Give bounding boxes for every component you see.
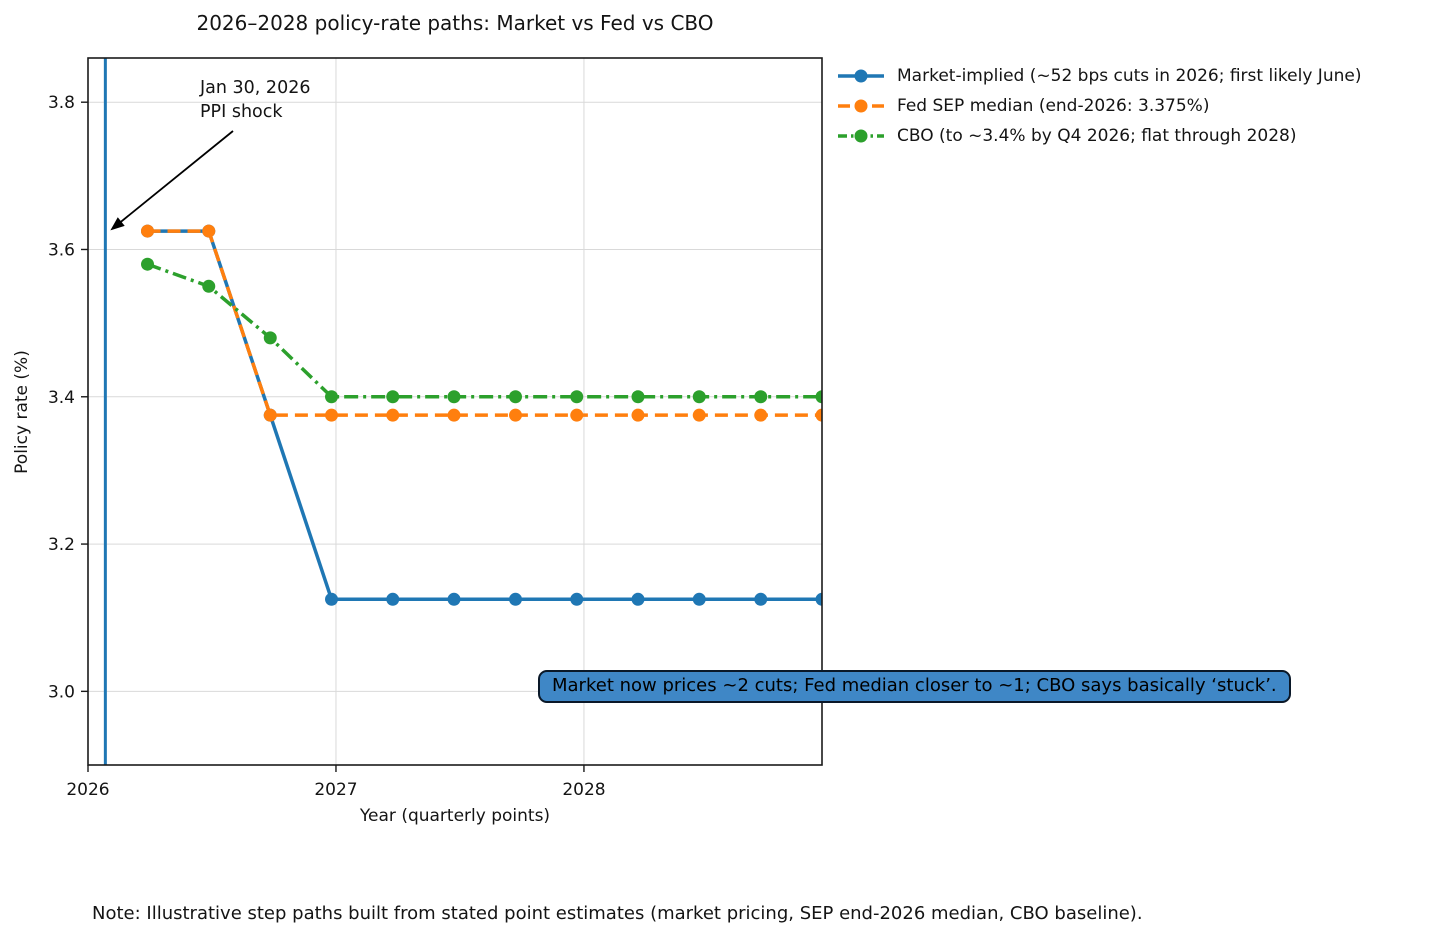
legend-line-icon bbox=[838, 69, 884, 83]
y-tick-label: 3.6 bbox=[48, 240, 75, 260]
marker-market-implied bbox=[386, 592, 400, 606]
marker-fed-sep-median bbox=[386, 408, 400, 422]
marker-cbo bbox=[202, 279, 216, 293]
marker-fed-sep-median bbox=[692, 408, 706, 422]
marker-fed-sep-median bbox=[570, 408, 584, 422]
marker-cbo bbox=[692, 390, 706, 404]
legend-item-market-implied: Market-implied (~52 bps cuts in 2026; fi… bbox=[836, 61, 1361, 91]
marker-cbo bbox=[386, 390, 400, 404]
callout-box: Market now prices ~2 cuts; Fed median cl… bbox=[538, 670, 1291, 703]
marker-cbo bbox=[570, 390, 584, 404]
marker-market-implied bbox=[570, 592, 584, 606]
legend-label: Market-implied (~52 bps cuts in 2026; fi… bbox=[897, 66, 1362, 86]
marker-market-implied bbox=[754, 592, 768, 606]
marker-fed-sep-median bbox=[509, 408, 523, 422]
marker-cbo bbox=[509, 390, 523, 404]
marker-market-implied bbox=[631, 592, 645, 606]
event-annotation-line2: PPI shock bbox=[200, 102, 283, 123]
marker-cbo bbox=[447, 390, 461, 404]
marker-cbo bbox=[754, 390, 768, 404]
x-tick-label: 2028 bbox=[562, 780, 605, 800]
marker-fed-sep-median bbox=[815, 408, 822, 422]
x-tick-label: 2026 bbox=[66, 780, 109, 800]
y-axis-label: Policy rate (%) bbox=[12, 350, 32, 474]
y-tick-label: 3.2 bbox=[48, 535, 75, 555]
legend-line-icon bbox=[838, 99, 884, 113]
marker-market-implied bbox=[325, 592, 339, 606]
marker-fed-sep-median bbox=[202, 224, 216, 238]
marker-market-implied bbox=[509, 592, 523, 606]
event-annotation-line1: Jan 30, 2026 bbox=[200, 78, 311, 98]
marker-fed-sep-median bbox=[631, 408, 645, 422]
marker-fed-sep-median bbox=[754, 408, 768, 422]
marker-fed-sep-median bbox=[141, 224, 155, 238]
marker-market-implied bbox=[692, 592, 706, 606]
marker-cbo bbox=[325, 390, 339, 404]
x-tick-label: 2027 bbox=[314, 780, 357, 800]
marker-fed-sep-median bbox=[263, 408, 277, 422]
marker-fed-sep-median bbox=[447, 408, 461, 422]
legend-label: Fed SEP median (end-2026: 3.375%) bbox=[897, 96, 1210, 116]
axes-frame bbox=[87, 57, 823, 766]
marker-cbo bbox=[141, 257, 155, 271]
y-tick-label: 3.0 bbox=[48, 682, 75, 702]
event-annotation: Jan 30, 2026 PPI shock bbox=[200, 76, 310, 124]
chart-title: 2026–2028 policy-rate paths: Market vs F… bbox=[196, 11, 714, 35]
series-group bbox=[141, 224, 822, 606]
marker-market-implied bbox=[815, 592, 822, 606]
marker-market-implied bbox=[447, 592, 461, 606]
x-axis-label: Year (quarterly points) bbox=[359, 806, 551, 826]
legend-line-icon bbox=[838, 129, 884, 143]
footnote: Note: Illustrative step paths built from… bbox=[92, 903, 1143, 924]
y-tick-label: 3.4 bbox=[48, 388, 75, 408]
y-tick-label: 3.8 bbox=[48, 93, 75, 113]
marker-cbo bbox=[263, 331, 277, 345]
annotation-arrow-shaft bbox=[116, 130, 234, 226]
marker-fed-sep-median bbox=[325, 408, 339, 422]
legend-label: CBO (to ~3.4% by Q4 2026; flat through 2… bbox=[897, 126, 1297, 146]
marker-cbo bbox=[815, 390, 822, 404]
legend-item-fed-sep-median: Fed SEP median (end-2026: 3.375%) bbox=[836, 91, 1361, 121]
legend: Market-implied (~52 bps cuts in 2026; fi… bbox=[836, 61, 1361, 151]
marker-cbo bbox=[631, 390, 645, 404]
series-line-fed-sep-median bbox=[147, 229, 822, 417]
series-line-cbo bbox=[146, 262, 822, 399]
legend-item-cbo: CBO (to ~3.4% by Q4 2026; flat through 2… bbox=[836, 121, 1361, 151]
annotation-arrow-head bbox=[110, 217, 125, 231]
